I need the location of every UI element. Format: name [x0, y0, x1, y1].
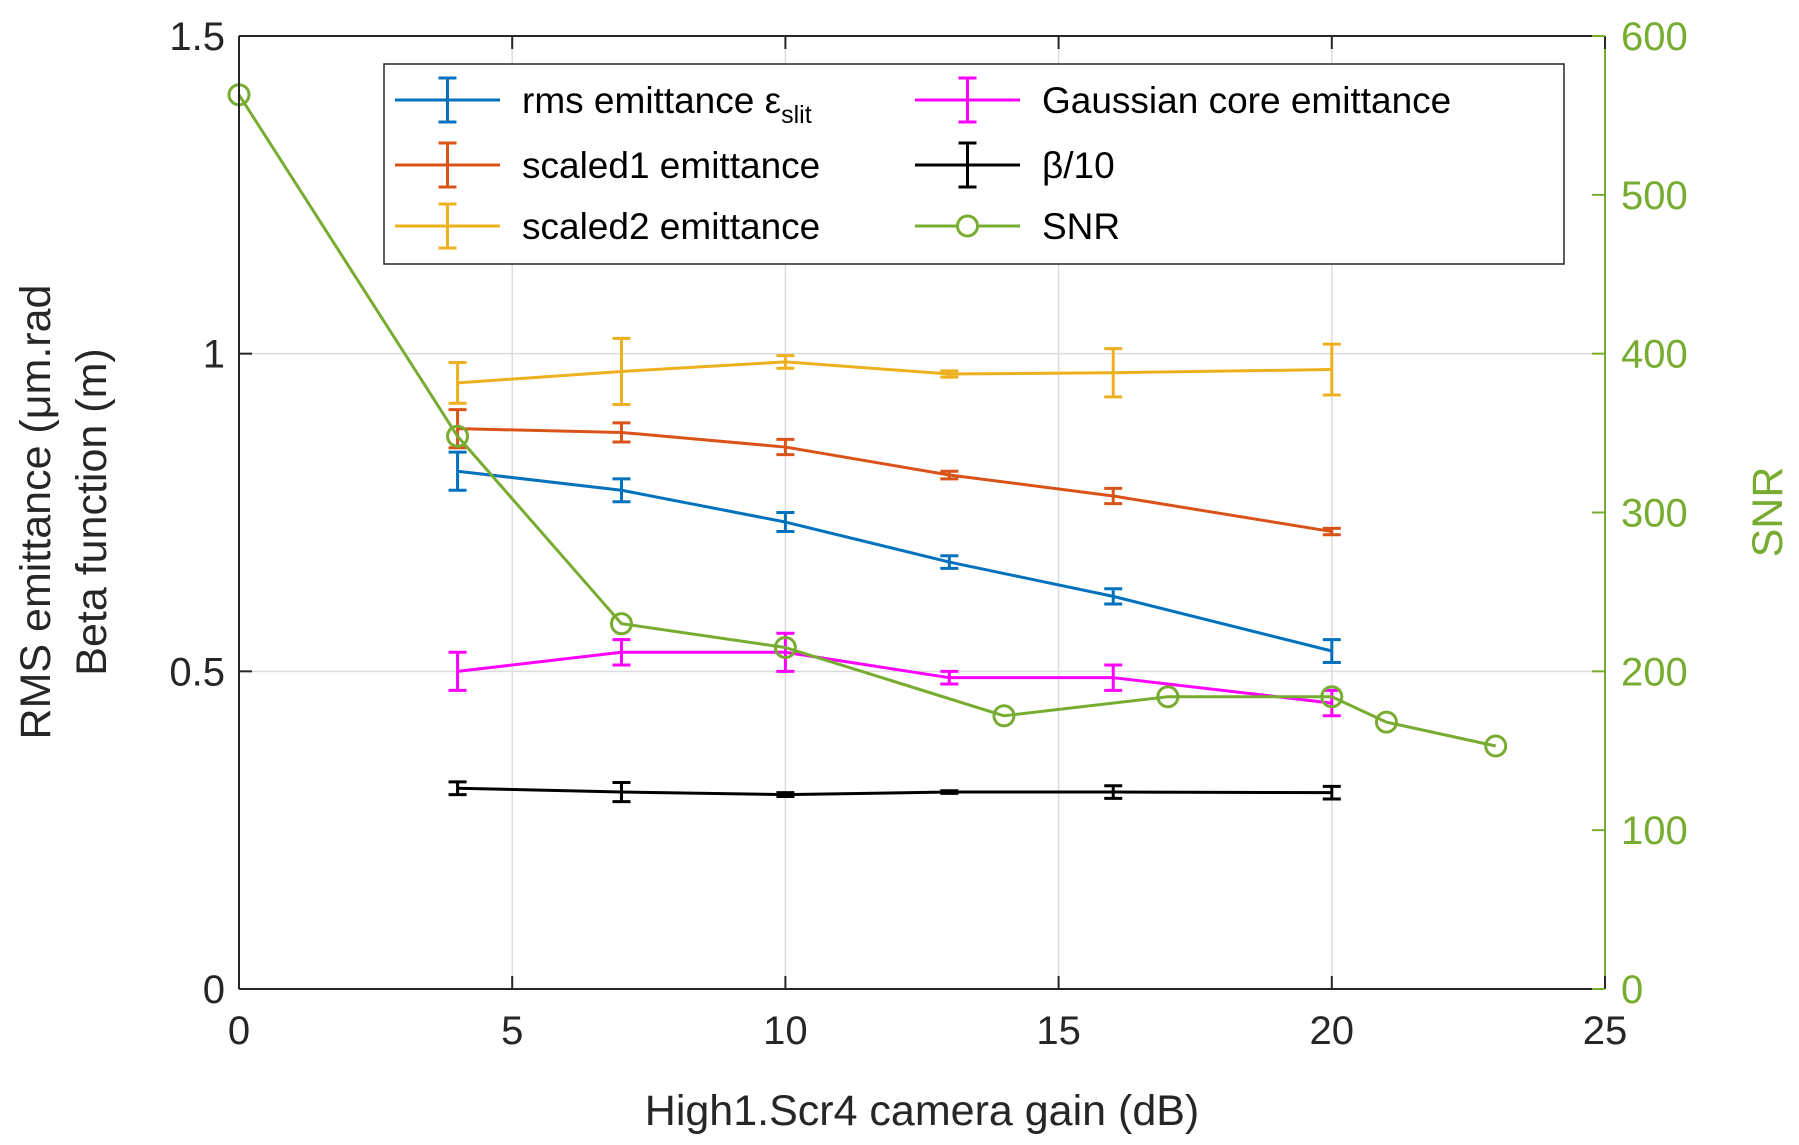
- y-right-tick-label: 300: [1621, 492, 1688, 536]
- series-1: [448, 408, 1341, 537]
- y-right-axis-title: SNR: [1744, 467, 1792, 558]
- data-point: [1156, 685, 1180, 709]
- x-tick-label: 20: [1310, 1009, 1355, 1053]
- y-right-tick-label: 500: [1621, 174, 1688, 218]
- series-line: [457, 360, 1332, 385]
- series-line: [457, 427, 1333, 534]
- data-point: [446, 424, 470, 448]
- y-right-tick-label: 0: [1621, 968, 1643, 1012]
- series-0: [448, 450, 1341, 664]
- data-point: [992, 704, 1016, 728]
- x-tick-label: 15: [1036, 1009, 1081, 1053]
- series-3: [448, 631, 1341, 718]
- data-point: [773, 636, 797, 660]
- y-tick-label: 0: [203, 968, 225, 1012]
- legend-label-5: SNR: [1042, 206, 1120, 247]
- y-tick-label: 1.5: [169, 15, 225, 59]
- x-tick-label: 10: [763, 1009, 808, 1053]
- y-right-tick-label: 400: [1621, 333, 1688, 377]
- legend: rms emittance εslit scaled1 emittance scal…: [383, 63, 1565, 265]
- x-tick-label: 5: [501, 1009, 523, 1053]
- data-point: [609, 612, 633, 636]
- y-right-tick-label: 200: [1621, 650, 1688, 694]
- data-point: [1484, 734, 1508, 758]
- y-tick-label: 0.5: [169, 650, 225, 694]
- legend-label-0: rms emittance εslit: [522, 80, 812, 129]
- data-point: [1320, 685, 1344, 709]
- data-point: [1374, 710, 1398, 734]
- series-line: [457, 650, 1332, 705]
- series-line: [237, 93, 1497, 748]
- y-axis-title-line2: Beta function (m): [68, 348, 116, 675]
- legend-label-1: scaled1 emittance: [522, 145, 820, 186]
- x-tick-label: 0: [228, 1009, 250, 1053]
- series-line: [457, 469, 1333, 653]
- legend-label-3: Gaussian core emittance: [1042, 80, 1451, 121]
- y-right-tick-label: 100: [1621, 809, 1688, 853]
- series-4: [448, 780, 1341, 804]
- y-tick-label: 1: [203, 333, 225, 377]
- y-axis-title-line1: RMS emittance (μm.rad: [12, 285, 60, 740]
- x-axis-title: High1.Scr4 camera gain (dB): [645, 1087, 1199, 1135]
- series-layer: [227, 83, 1508, 804]
- series-line: [457, 786, 1332, 797]
- x-tick-label: 25: [1583, 1009, 1628, 1053]
- y-right-tick-label: 600: [1621, 15, 1688, 59]
- legend-marker-5: [956, 214, 979, 238]
- series-2: [448, 336, 1341, 406]
- legend-label-2: scaled2 emittance: [522, 206, 820, 247]
- legend-label-4: β/10: [1042, 145, 1115, 186]
